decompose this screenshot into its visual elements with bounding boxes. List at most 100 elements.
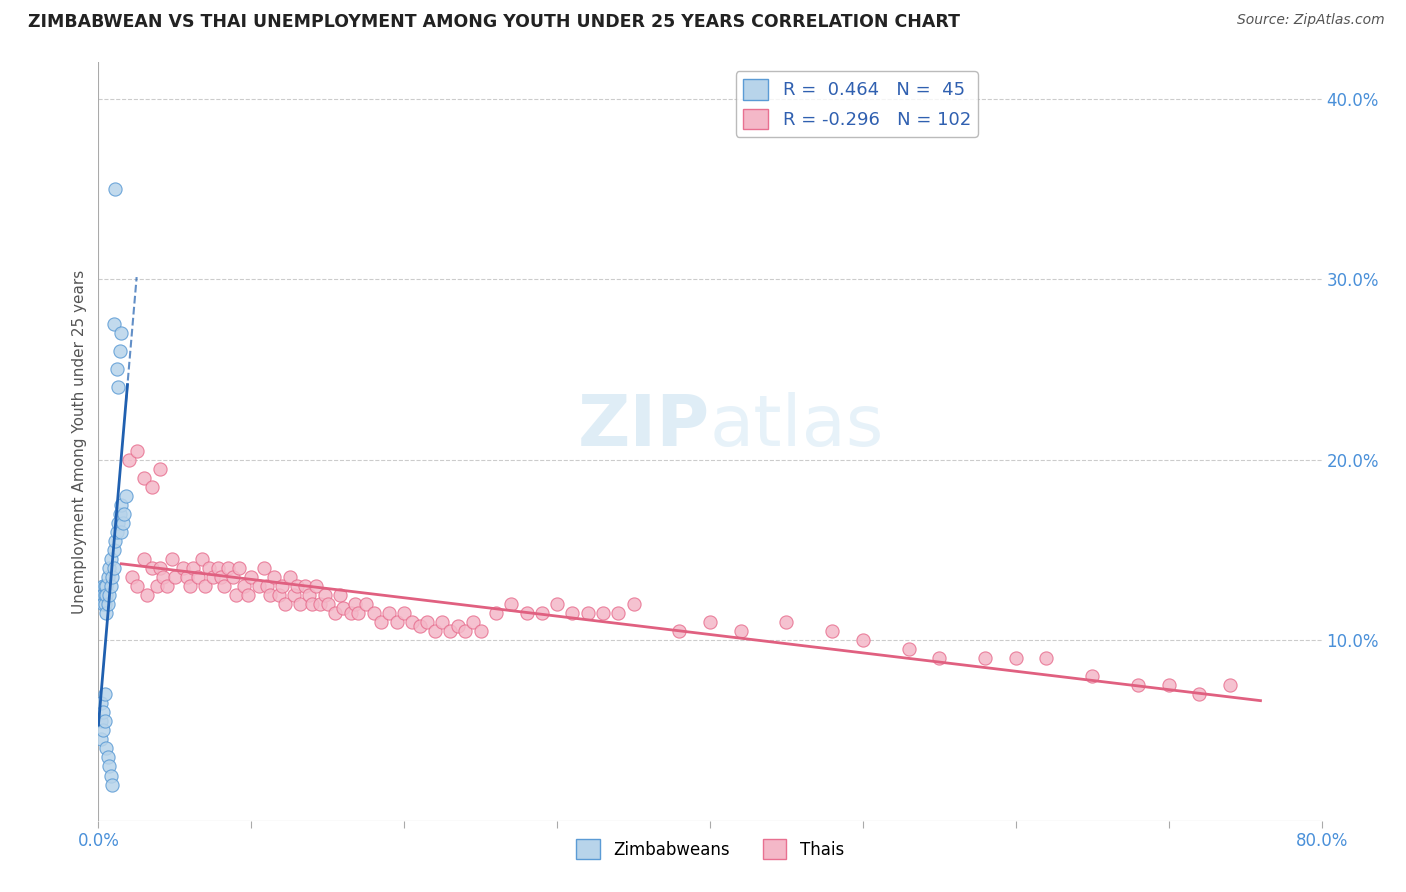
Point [103,561,125,575]
Point [98,561,121,575]
Point [115,489,138,503]
Point [104,182,127,196]
Point [344,597,367,611]
Point [354,597,377,611]
Point [1004,651,1026,665]
Point [134,470,156,484]
Point [332,600,354,615]
Point [217,561,239,575]
Point [1157,678,1180,692]
Point [160,552,183,566]
Point [163,570,186,584]
Point [270,579,292,593]
Point [401,615,423,629]
Point [97,597,120,611]
Point [145,579,167,593]
Point [408,618,430,632]
Point [1188,687,1211,701]
Point [461,615,484,629]
Point [309,597,332,611]
Point [470,624,492,639]
Point [98,759,121,773]
Point [172,561,194,575]
Point [347,606,370,620]
Point [197,561,219,575]
Point [501,597,523,611]
Point [156,579,179,593]
Point [93,579,115,593]
Text: Source: ZipAtlas.com: Source: ZipAtlas.com [1237,13,1385,28]
Point [325,606,347,620]
Point [897,642,920,657]
Point [294,579,316,593]
Point [1219,678,1241,692]
Point [103,317,125,331]
Point [485,606,508,620]
Point [304,579,326,593]
Point [105,524,128,539]
Point [176,570,198,584]
Point [141,561,163,575]
Point [134,552,156,566]
Point [125,579,148,593]
Point [423,624,446,639]
Point [592,606,614,620]
Point [105,362,128,376]
Text: atlas: atlas [710,392,884,461]
Point [699,615,721,629]
Point [112,507,135,521]
Point [454,624,477,639]
Point [439,624,461,639]
Point [108,344,131,359]
Point [301,597,323,611]
Point [256,579,278,593]
Point [821,624,844,639]
Point [103,542,125,557]
Point [194,579,217,593]
Point [98,588,121,602]
Point [110,524,132,539]
Y-axis label: Unemployment Among Youth under 25 years: Unemployment Among Youth under 25 years [72,269,87,614]
Point [432,615,454,629]
Point [928,651,950,665]
Point [101,778,124,792]
Point [267,588,290,602]
Point [228,561,250,575]
Point [576,606,599,620]
Point [561,606,583,620]
Point [283,588,305,602]
Text: ZIMBABWEAN VS THAI UNEMPLOYMENT AMONG YOUTH UNDER 25 YEARS CORRELATION CHART: ZIMBABWEAN VS THAI UNEMPLOYMENT AMONG YO… [28,13,960,31]
Point [238,588,260,602]
Point [668,624,690,639]
Point [136,588,159,602]
Point [240,570,263,584]
Point [121,570,143,584]
Point [1128,678,1150,692]
Point [110,326,132,341]
Point [94,741,117,756]
Point [363,606,385,620]
Point [107,516,129,530]
Point [209,570,232,584]
Point [90,714,112,729]
Point [329,588,352,602]
Point [91,597,114,611]
Point [623,597,645,611]
Point [316,597,339,611]
Point [392,606,416,620]
Point [278,570,301,584]
Point [93,597,115,611]
Point [91,579,114,593]
Point [107,380,129,394]
Point [149,461,172,475]
Point [232,579,254,593]
Point [104,533,127,548]
Point [191,552,214,566]
Point [93,714,115,729]
Point [974,651,997,665]
Point [187,570,209,584]
Point [118,452,141,467]
Point [1081,669,1104,683]
Point [378,606,401,620]
Point [202,570,225,584]
